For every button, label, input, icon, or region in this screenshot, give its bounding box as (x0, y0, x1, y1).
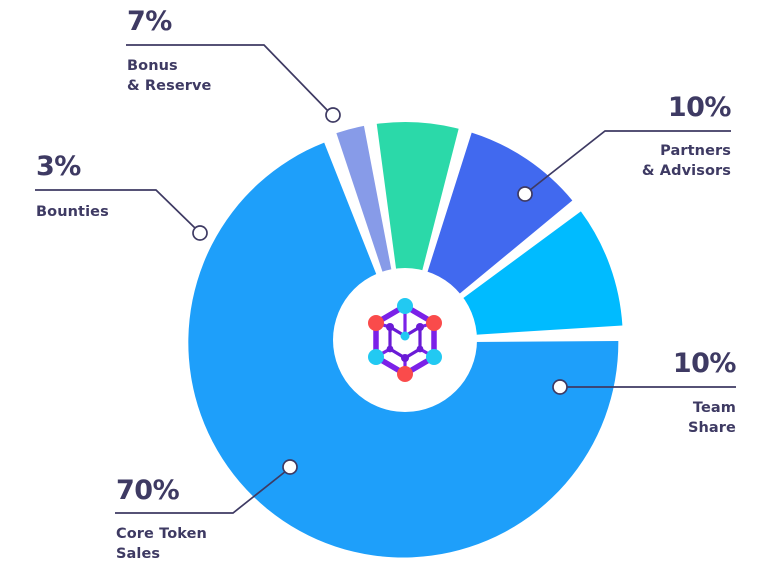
slice-labels: 7% Bonus & Reserve 3% Bounties 10% Partn… (36, 6, 737, 562)
slice-core-token-sales[interactable] (188, 142, 619, 558)
logo-node-top (397, 298, 413, 314)
leader-team-share (552, 379, 736, 395)
slice-partners-advisors[interactable] (427, 132, 573, 295)
logo-node-inner-r (416, 345, 424, 353)
label-bonus-reserve-pct: 7% (127, 6, 172, 37)
label-team-share-pct: 10% (673, 348, 737, 379)
leader-bonus-reserve-path (126, 44, 330, 113)
label-bonus-reserve: 7% Bonus & Reserve (127, 6, 212, 94)
label-bounties-pct: 3% (36, 151, 81, 182)
label-team-share: 10% Team Share (673, 348, 737, 436)
logo-node-center (400, 331, 410, 341)
label-bonus-reserve-name-line1: Bonus (127, 58, 178, 74)
logo-node-upper-right (426, 315, 442, 331)
label-core-token-sales-name-line1: Core Token (116, 526, 207, 542)
logo-node-bottom (397, 366, 413, 382)
label-partners-advisors: 10% Partners & Advisors (642, 92, 732, 179)
logo-node-inner-tl (386, 323, 394, 331)
leader-bounties (35, 189, 208, 241)
leader-core-token-sales (115, 459, 298, 514)
slice-team-share[interactable] (462, 211, 623, 335)
pie-slices (188, 122, 623, 558)
leader-bounties-path (35, 189, 197, 230)
label-bounties: 3% Bounties (36, 151, 109, 220)
slice-bounties[interactable] (336, 125, 392, 273)
logo-node-inner-tr (416, 323, 424, 331)
label-partners-advisors-name-line2: & Advisors (642, 163, 731, 179)
slice-bonus-reserve[interactable] (376, 122, 459, 272)
label-bounties-name-line1: Bounties (36, 204, 109, 220)
leader-bonus-reserve (126, 44, 341, 123)
leader-lines (35, 44, 736, 514)
label-team-share-name-line1: Team (693, 400, 736, 416)
label-partners-advisors-name-line1: Partners (660, 143, 731, 159)
logo-node-lower-right (426, 349, 442, 365)
label-team-share-name-line2: Share (688, 420, 736, 436)
leader-bonus-reserve-marker (325, 107, 341, 123)
logo-node-inner-l (386, 345, 394, 353)
leader-bounties-marker (192, 225, 208, 241)
hexagon-network-logo (368, 298, 442, 382)
leader-partners-advisors (517, 130, 731, 202)
label-core-token-sales: 70% Core Token Sales (116, 475, 207, 562)
label-bonus-reserve-name-line2: & Reserve (127, 78, 212, 94)
logo-node-inner-b (401, 354, 409, 362)
label-partners-advisors-pct: 10% (668, 92, 732, 123)
label-core-token-sales-pct: 70% (116, 475, 180, 506)
leader-core-token-sales-marker (282, 459, 298, 475)
leader-partners-advisors-path (529, 130, 731, 191)
logo-node-lower-left (368, 349, 384, 365)
label-core-token-sales-name-line2: Sales (116, 546, 160, 562)
leader-core-token-sales-path (115, 470, 287, 514)
leader-team-share-marker (552, 379, 568, 395)
leader-partners-advisors-marker (517, 186, 533, 202)
logo-node-upper-left (368, 315, 384, 331)
